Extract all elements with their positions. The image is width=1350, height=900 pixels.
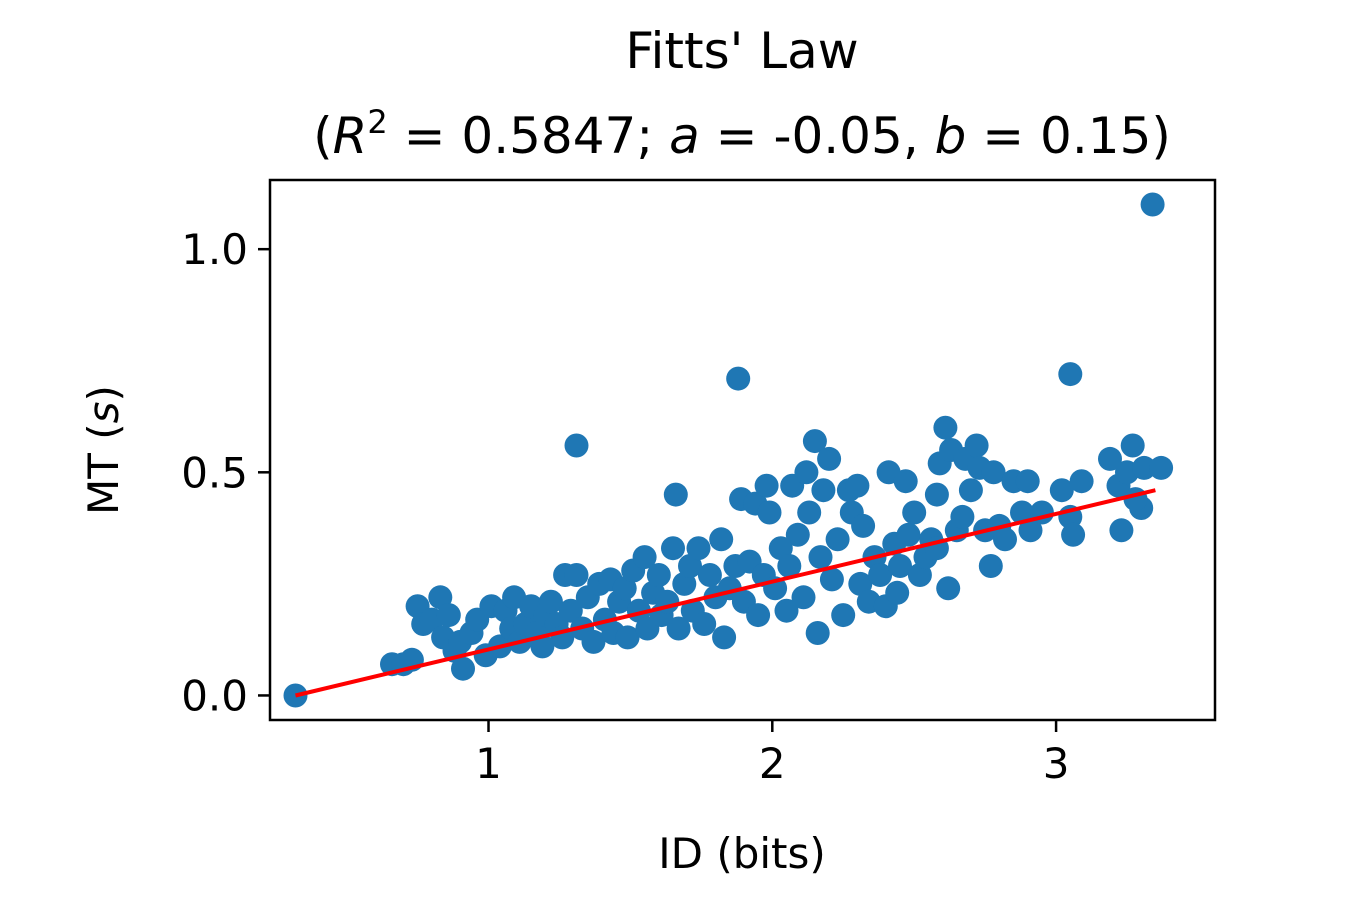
- data-point: [1069, 469, 1094, 494]
- data-point: [581, 629, 606, 654]
- data-point: [538, 589, 563, 614]
- data-point: [848, 571, 873, 596]
- x-tick-label: 3: [1043, 739, 1070, 788]
- data-point: [936, 576, 961, 601]
- data-point: [1132, 455, 1157, 480]
- data-point: [933, 415, 958, 440]
- data-point: [697, 563, 722, 587]
- data-point: [666, 616, 691, 641]
- data-point: [612, 576, 637, 601]
- data-point: [1061, 522, 1086, 547]
- data-point: [888, 554, 912, 578]
- data-point: [1049, 478, 1074, 503]
- data-point: [893, 469, 918, 494]
- data-point: [805, 621, 830, 645]
- x-axis-label: ID (bits): [658, 829, 826, 878]
- data-point: [757, 500, 782, 525]
- data-point: [774, 598, 799, 623]
- data-point: [902, 500, 927, 525]
- data-point: [632, 545, 657, 570]
- data-point: [831, 603, 856, 628]
- data-point: [964, 433, 989, 458]
- data-point: [1109, 518, 1134, 543]
- data-point: [819, 567, 844, 592]
- x-tick-label: 1: [475, 739, 502, 788]
- plot-frame: [268, 178, 1217, 722]
- data-point: [726, 366, 751, 391]
- data-point: [1010, 500, 1034, 525]
- data-point: [1123, 487, 1148, 512]
- data-point: [686, 536, 711, 561]
- data-point: [768, 536, 793, 561]
- data-point: [785, 522, 810, 547]
- y-tick-label: 0.5: [181, 448, 248, 497]
- data-point: [851, 513, 876, 538]
- data-point: [663, 482, 688, 507]
- data-point: [1120, 433, 1145, 458]
- data-point: [1149, 455, 1174, 480]
- data-point: [564, 563, 589, 587]
- data-point: [802, 429, 827, 454]
- y-tick-label: 1.0: [181, 225, 248, 274]
- data-point: [709, 527, 734, 552]
- chart-title: Fitts' Law: [625, 22, 858, 80]
- regression-line: [295, 488, 1156, 698]
- data-point: [678, 554, 702, 578]
- data-point: [558, 598, 583, 623]
- data-point: [1058, 362, 1083, 387]
- y-axis-label: MT (s): [79, 385, 128, 515]
- data-point: [436, 603, 461, 628]
- data-point: [428, 585, 453, 610]
- x-axis: 1 2 3: [475, 720, 1069, 788]
- data-point: [797, 500, 822, 525]
- data-point: [896, 522, 921, 547]
- y-axis: 0.0 0.5 1.0: [181, 225, 270, 720]
- chart-subtitle: (R2 = 0.5847; a = -0.05, b = 0.15): [313, 103, 1171, 165]
- data-point: [868, 563, 893, 587]
- data-point: [885, 580, 910, 605]
- data-point: [950, 504, 975, 529]
- data-point: [993, 527, 1017, 552]
- data-point: [661, 536, 685, 561]
- data-point: [530, 634, 555, 659]
- data-point: [1015, 469, 1040, 494]
- plot-area: [283, 192, 1174, 708]
- data-point: [746, 603, 771, 628]
- data-point: [825, 527, 850, 552]
- data-point: [791, 585, 816, 610]
- data-point: [817, 446, 842, 471]
- data-point: [1140, 192, 1165, 217]
- data-point: [754, 473, 779, 498]
- data-point: [981, 460, 1006, 485]
- data-point: [978, 554, 1003, 578]
- data-point: [451, 656, 475, 681]
- data-point: [646, 563, 671, 587]
- y-tick-label: 0.0: [181, 671, 248, 720]
- x-tick-label: 2: [759, 739, 786, 788]
- data-point: [1098, 446, 1122, 471]
- data-point: [794, 460, 819, 485]
- data-point: [958, 478, 983, 503]
- data-point: [692, 612, 717, 636]
- data-point: [811, 478, 836, 503]
- data-point: [808, 545, 833, 570]
- data-point: [777, 554, 802, 578]
- data-point: [615, 625, 640, 650]
- data-point: [564, 433, 589, 458]
- data-point: [924, 482, 949, 507]
- data-point: [712, 625, 737, 650]
- data-point: [845, 473, 870, 498]
- data-point: [1018, 518, 1043, 543]
